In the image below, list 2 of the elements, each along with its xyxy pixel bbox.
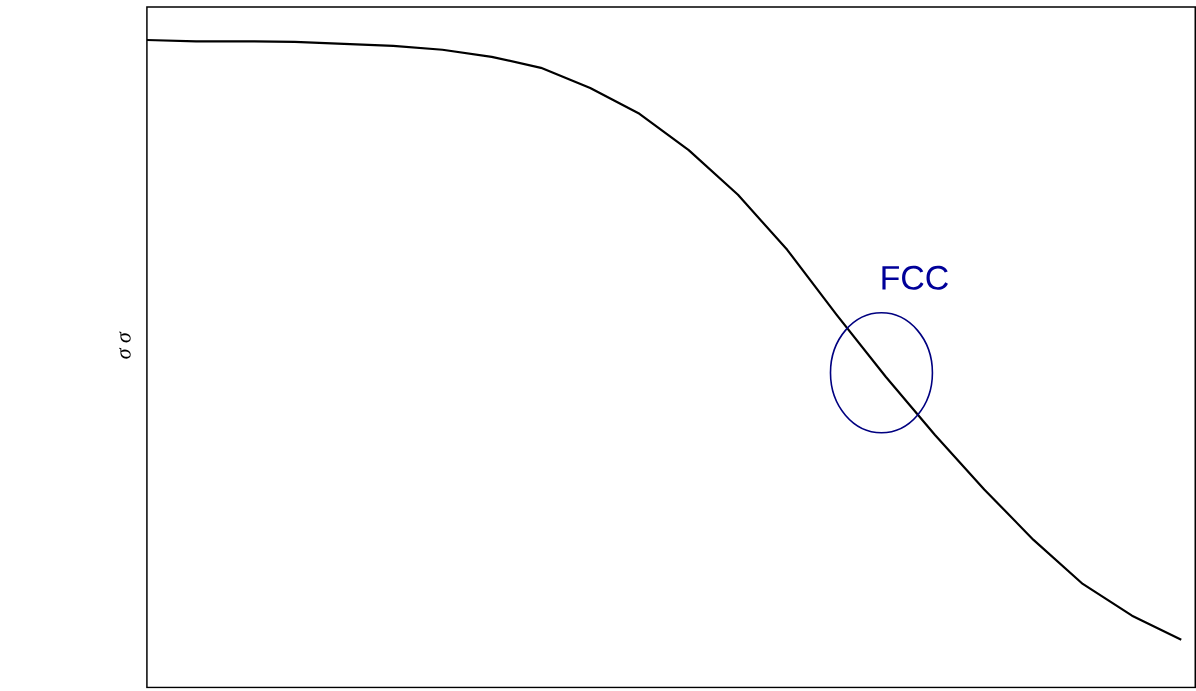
y-axis-title: σ σ (119, 331, 131, 359)
annotation: FCC (882, 266, 948, 291)
